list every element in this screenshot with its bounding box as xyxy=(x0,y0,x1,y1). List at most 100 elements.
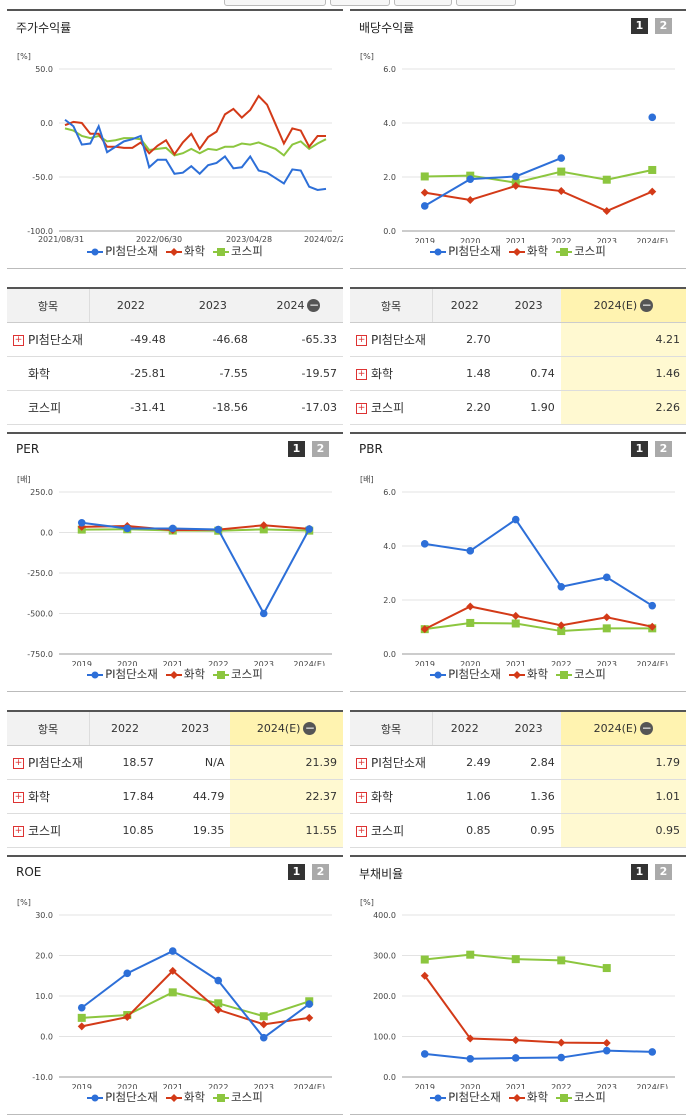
expand-plus-icon[interactable]: + xyxy=(13,335,24,346)
legend-item-kospi[interactable]: 코스피 xyxy=(213,1089,263,1105)
column-header: 2022 xyxy=(89,710,160,746)
table-cell: 22.37 xyxy=(230,779,343,814)
expand-plus-icon[interactable]: + xyxy=(356,335,367,346)
table-row: + 화학 1.06 1.36 1.01 xyxy=(350,779,686,814)
expand-plus-icon[interactable]: + xyxy=(13,758,24,769)
view-1-button[interactable]: 1 xyxy=(631,864,648,880)
x-tick-label: 2020 xyxy=(117,660,137,666)
chart-legend: PI첨단소재 화학 코스피 xyxy=(7,666,343,682)
toolbar-button[interactable] xyxy=(224,0,326,6)
collapse-icon[interactable]: − xyxy=(640,721,654,736)
table-cell: 2.49 xyxy=(432,745,497,780)
y-tick-label: 300.0 xyxy=(373,952,396,961)
column-header: 항목 xyxy=(350,287,433,323)
legend-label: PI첨단소재 xyxy=(448,244,501,258)
legend-item-pi[interactable]: PI첨단소재 xyxy=(87,243,158,259)
view-1-button[interactable]: 1 xyxy=(288,864,305,880)
legend-item-chem[interactable]: 화학 xyxy=(508,666,549,682)
toolbar-button[interactable] xyxy=(394,0,452,6)
row-name: 코스피 xyxy=(28,824,62,838)
y-unit-label: [%] xyxy=(17,898,31,907)
x-tick-label: 2022 xyxy=(551,1083,571,1089)
column-header: 2024(E) − xyxy=(560,710,686,746)
data-point-chem xyxy=(602,1038,611,1047)
data-point-pi xyxy=(77,1003,86,1012)
y-tick-label: -500.0 xyxy=(27,610,53,619)
view-1-button[interactable]: 1 xyxy=(288,441,305,457)
panel-title: PER xyxy=(16,442,40,456)
chart-legend: PI첨단소재 화학 코스피 xyxy=(350,666,686,682)
x-tick-label: 2019 xyxy=(72,660,92,666)
legend-kospi-marker-icon xyxy=(213,670,230,679)
legend-item-chem[interactable]: 화학 xyxy=(165,243,205,259)
table-cell: 2.20 xyxy=(432,390,497,425)
legend-item-pi[interactable]: PI첨단소재 xyxy=(430,1089,501,1105)
legend-label: 화학 xyxy=(526,1090,549,1104)
legend-item-kospi[interactable]: 코스피 xyxy=(213,243,263,259)
column-header: 2023 xyxy=(159,710,231,746)
view-2-button[interactable]: 2 xyxy=(312,864,329,880)
data-point-pi xyxy=(420,202,429,210)
column-header-label: 2022 xyxy=(110,722,139,735)
series-line-pi xyxy=(81,521,311,616)
x-tick-label: 2024/02/29 xyxy=(304,235,343,243)
x-tick-label: 2021 xyxy=(506,660,526,666)
series-chem xyxy=(77,966,314,1031)
x-tick-label: 2020 xyxy=(117,1083,137,1089)
legend-item-pi[interactable]: PI첨단소재 xyxy=(430,666,501,682)
x-tick-label: 2023/04/28 xyxy=(226,235,272,243)
legend-item-chem[interactable]: 화학 xyxy=(165,1089,205,1105)
legend-item-chem[interactable]: 화학 xyxy=(508,243,548,259)
collapse-icon[interactable]: − xyxy=(640,298,654,313)
column-header: 2023 xyxy=(171,287,254,323)
toolbar-button[interactable] xyxy=(330,0,390,6)
table-row: + PI첨단소재 18.57 N/A 21.39 xyxy=(7,745,343,780)
expand-plus-icon[interactable]: + xyxy=(356,369,367,380)
x-tick-label: 2019 xyxy=(415,1083,435,1089)
collapse-icon[interactable]: − xyxy=(303,721,317,736)
toolbar-button[interactable] xyxy=(456,0,516,6)
view-2-button[interactable]: 2 xyxy=(655,18,672,34)
series-line-chem xyxy=(64,94,326,157)
legend-item-chem[interactable]: 화학 xyxy=(508,1089,549,1105)
data-point-pi xyxy=(168,524,177,533)
row-name: 화학 xyxy=(28,367,51,381)
table-cell: -25.81 xyxy=(89,356,172,391)
view-1-button[interactable]: 1 xyxy=(631,441,648,457)
legend-item-pi[interactable]: PI첨단소재 xyxy=(87,1089,158,1105)
chart-legend: PI첨단소재 화학 코스피 xyxy=(7,1089,343,1105)
view-2-button[interactable]: 2 xyxy=(312,441,329,457)
column-header: 2024(E) − xyxy=(560,287,686,323)
column-header: 2022 xyxy=(432,710,497,746)
expand-plus-icon[interactable]: + xyxy=(356,403,367,414)
expand-plus-icon[interactable]: + xyxy=(13,826,24,837)
table-cell: 0.85 xyxy=(432,813,497,848)
data-point-kospi xyxy=(259,1012,268,1021)
column-header-label: 2023 xyxy=(181,722,210,735)
expand-plus-icon[interactable]: + xyxy=(356,758,367,769)
row-name-cell: + 코스피 xyxy=(350,813,433,848)
legend-item-kospi[interactable]: 코스피 xyxy=(556,1089,606,1105)
data-point-kospi xyxy=(557,627,566,636)
view-1-button[interactable]: 1 xyxy=(631,18,648,34)
view-2-button[interactable]: 2 xyxy=(655,864,672,880)
legend-item-chem[interactable]: 화학 xyxy=(165,666,205,682)
legend-label: 화학 xyxy=(526,667,549,681)
data-point-pi xyxy=(557,1053,566,1062)
legend-item-kospi[interactable]: 코스피 xyxy=(556,243,606,259)
column-header: 2023 xyxy=(496,287,561,323)
expand-plus-icon[interactable]: + xyxy=(356,826,367,837)
stock-return-panel: 주가수익률 [%] 50.0 0.0 -50.0 -100.0 2021/08/31 202… xyxy=(7,9,343,269)
legend-item-pi[interactable]: PI첨단소재 xyxy=(87,666,158,682)
legend-item-kospi[interactable]: 코스피 xyxy=(556,666,606,682)
table-cell: 18.57 xyxy=(89,745,160,780)
view-2-button[interactable]: 2 xyxy=(655,441,672,457)
legend-item-kospi[interactable]: 코스피 xyxy=(213,666,263,682)
collapse-icon[interactable]: − xyxy=(307,298,321,313)
row-name-cell: + 화학 xyxy=(7,779,90,814)
expand-plus-icon[interactable]: + xyxy=(356,792,367,803)
y-tick-label: 4.0 xyxy=(383,119,396,128)
expand-plus-icon[interactable]: + xyxy=(13,792,24,803)
row-name-cell: + 화학 xyxy=(350,779,433,814)
legend-item-pi[interactable]: PI첨단소재 xyxy=(430,243,501,259)
